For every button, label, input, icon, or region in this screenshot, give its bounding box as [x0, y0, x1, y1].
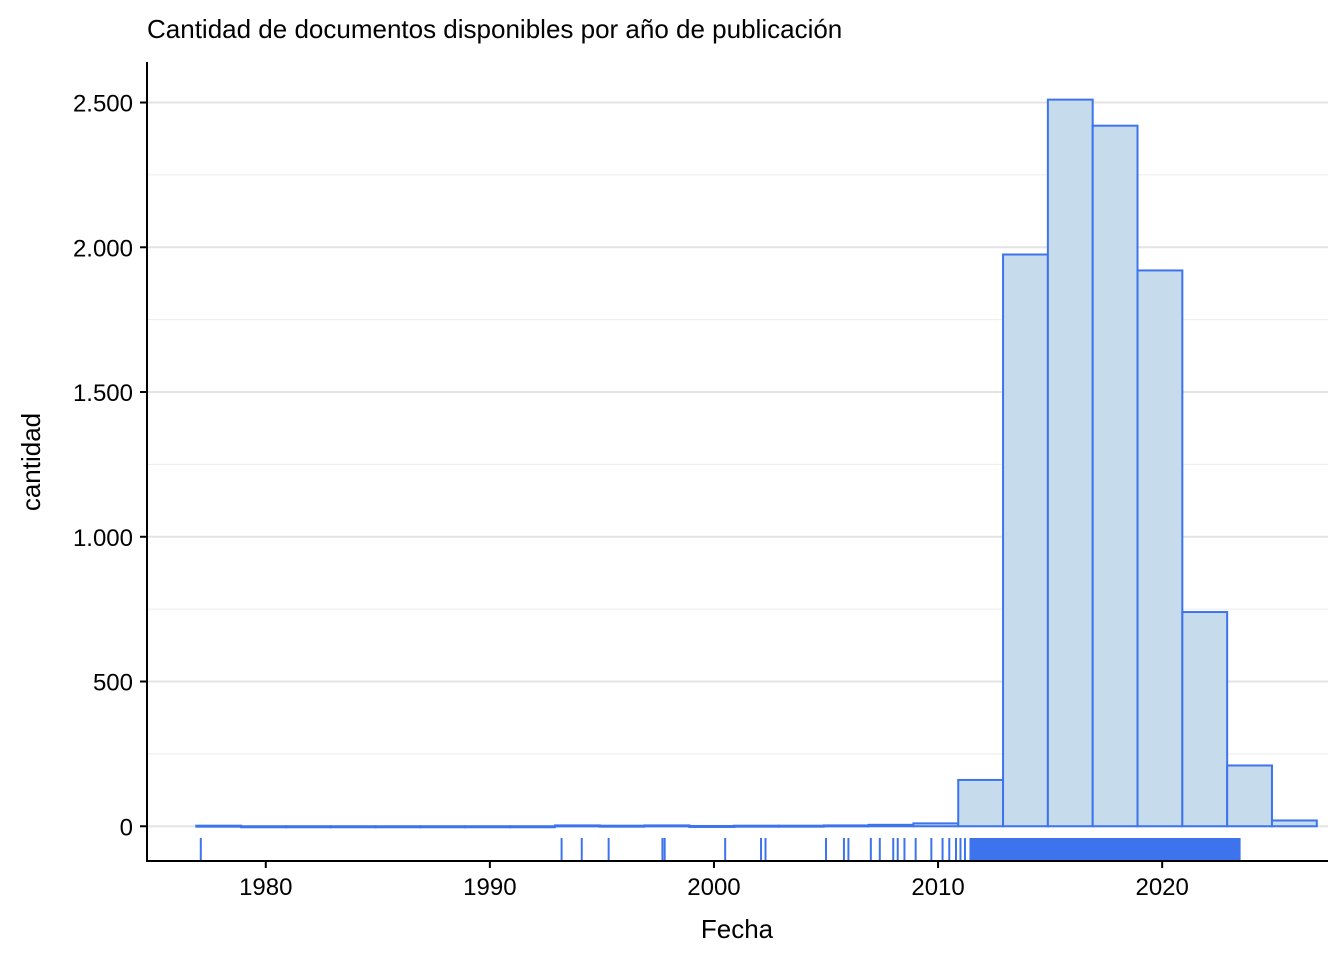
y-axis-title: cantidad: [16, 413, 46, 511]
histogram-bar: [912, 822, 960, 828]
histogram-bar: [329, 825, 377, 829]
histogram-bar: [733, 824, 780, 828]
x-tick-label: 1990: [463, 874, 516, 901]
y-tick-label: 1.500: [73, 380, 133, 407]
rug-marks: [199, 838, 1241, 861]
x-tick-label: 2010: [911, 874, 964, 901]
chart-title: Cantidad de documentos disponibles por a…: [147, 14, 842, 44]
histogram-bar: [1136, 269, 1184, 828]
histogram-bar: [1002, 253, 1049, 828]
histogram-bars: [195, 98, 1318, 829]
rug-dense-block: [969, 838, 1241, 861]
histogram-bar: [1270, 819, 1318, 828]
histogram-bar: [598, 824, 646, 828]
y-tick-label: 2.000: [73, 235, 133, 262]
histogram-bar: [822, 824, 870, 828]
histogram-bar: [1046, 98, 1094, 828]
x-tick-label: 1980: [239, 874, 292, 901]
histogram-bar: [509, 825, 556, 829]
histogram-bar: [1181, 611, 1229, 828]
histogram-bar: [777, 824, 825, 828]
histogram-bar: [284, 825, 332, 829]
histogram-bar: [195, 824, 243, 828]
x-axis-title: Fecha: [701, 914, 774, 944]
histogram-bar: [957, 778, 1005, 828]
histogram-bar: [1091, 124, 1139, 828]
histogram-bar: [240, 825, 287, 829]
x-tick-label: 2000: [687, 874, 740, 901]
y-tick-label: 1.000: [73, 525, 133, 552]
histogram-bar: [464, 825, 512, 829]
x-ticks: 1980 1990 2000 2010 2020: [239, 861, 1189, 901]
y-tick-label: 2.500: [73, 91, 133, 118]
histogram-bar: [643, 824, 691, 828]
histogram-bar: [867, 823, 915, 828]
y-ticks: 0 500 1.000 1.500 2.000 2.500: [73, 91, 147, 841]
histogram-bar: [374, 825, 422, 829]
histogram-bar: [688, 824, 736, 828]
axes: [146, 62, 1328, 862]
y-tick-label: 500: [93, 670, 133, 697]
histogram-bar: [1226, 764, 1273, 828]
y-tick-label: 0: [120, 814, 133, 841]
x-tick-label: 2020: [1135, 874, 1188, 901]
histogram-bar: [419, 825, 467, 829]
histogram-bar: [553, 824, 601, 828]
